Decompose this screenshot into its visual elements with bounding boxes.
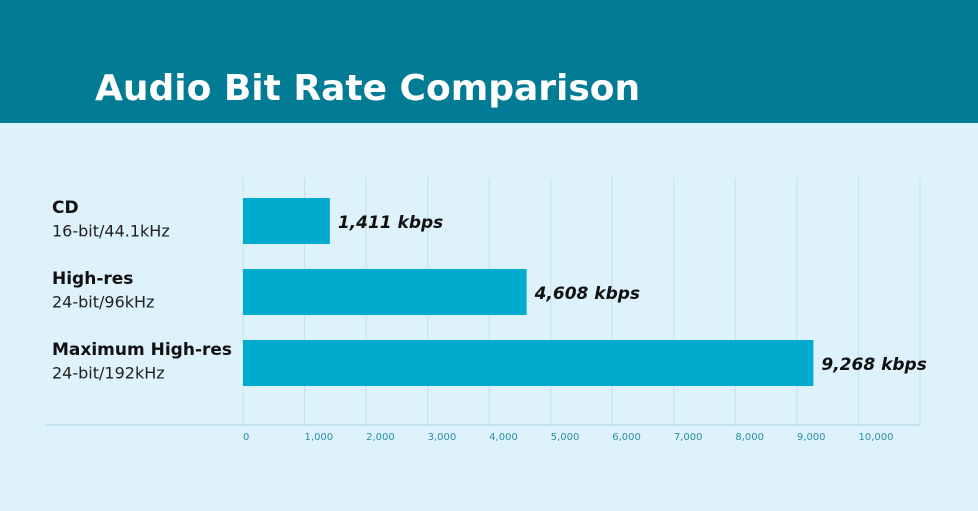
bar xyxy=(243,198,330,244)
category-detail: 24-bit/96kHz xyxy=(52,293,154,312)
x-tick-label: 8,000 xyxy=(735,432,764,443)
x-tick-label: 4,000 xyxy=(489,432,518,443)
x-tick-label: 6,000 xyxy=(612,432,641,443)
x-tick-label: 3,000 xyxy=(428,432,457,443)
x-tick-label: 1,000 xyxy=(305,432,334,443)
chart-title: Audio Bit Rate Comparison xyxy=(95,68,640,109)
bar xyxy=(243,269,527,315)
x-tick-label: 0 xyxy=(243,432,249,443)
category-label: High-res xyxy=(52,269,133,289)
category-detail: 24-bit/192kHz xyxy=(52,364,165,383)
x-tick-label: 9,000 xyxy=(797,432,826,443)
x-tick-label: 2,000 xyxy=(366,432,395,443)
value-label: 4,608 kbps xyxy=(534,284,640,304)
bar xyxy=(243,340,814,386)
category-detail: 16-bit/44.1kHz xyxy=(52,222,170,241)
value-label: 1,411 kbps xyxy=(338,213,443,233)
x-tick-label: 7,000 xyxy=(674,432,703,443)
x-tick-label: 10,000 xyxy=(858,432,893,443)
header xyxy=(0,0,978,123)
category-label: Maximum High-res xyxy=(52,340,232,360)
x-tick-label: 5,000 xyxy=(551,432,580,443)
category-label: CD xyxy=(52,198,79,218)
value-label: 9,268 kbps xyxy=(821,355,926,375)
